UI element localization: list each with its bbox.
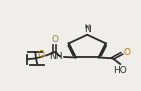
Text: O: O [124,49,130,57]
Text: NH: NH [49,52,62,61]
Text: O: O [52,35,59,44]
Text: HO: HO [113,66,127,75]
Text: O: O [37,50,44,59]
Text: H: H [85,24,90,30]
Text: N: N [84,25,91,34]
